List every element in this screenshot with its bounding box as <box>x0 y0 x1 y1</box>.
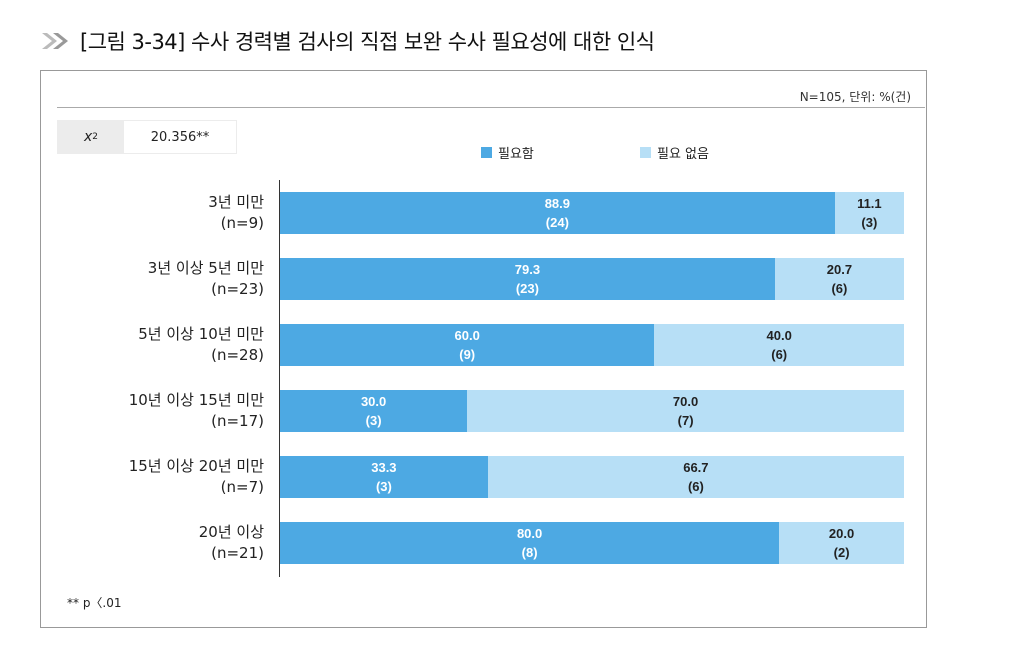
category-name: 20년 이상 <box>198 523 264 541</box>
legend-item-not-needed: 필요 없음 <box>640 143 709 162</box>
data-label-count: (9) <box>459 347 476 362</box>
figure-title-text: [그림 3-34] 수사 경력별 검사의 직접 보완 수사 필요성에 대한 인식 <box>80 30 655 54</box>
data-label-count: (6) <box>687 479 704 494</box>
data-label-count: (3) <box>375 479 392 494</box>
bar-needed: 60.0 (9) <box>280 324 655 366</box>
footnote: ** p〈.01 <box>67 596 122 610</box>
data-label-percent: 30.0 <box>360 394 387 409</box>
data-label-count: (23) <box>515 281 539 296</box>
category-label: 3년 이상 5년 미만 (n=23) <box>148 258 264 300</box>
figure-title: [그림 3-34] 수사 경력별 검사의 직접 보완 수사 필요성에 대한 인식 <box>40 26 655 56</box>
data-label-percent: 60.0 <box>454 328 480 343</box>
data-label-percent: 80.0 <box>516 526 543 541</box>
legend-item-needed: 필요함 <box>481 143 534 162</box>
data-label-percent: 20.7 <box>826 262 853 277</box>
unit-note: N=105, 단위: %(건) <box>799 90 911 104</box>
data-label-percent: 88.9 <box>544 196 571 211</box>
bar-not-needed: 20.7 (6) <box>774 258 904 300</box>
bar-not-needed: 20.0 (2) <box>779 522 904 564</box>
category-name: 15년 이상 20년 미만 <box>128 457 264 475</box>
category-n: (n=17) <box>211 412 264 430</box>
category-name: 10년 이상 15년 미만 <box>128 391 264 409</box>
chevron-double-icon <box>42 33 68 49</box>
bar-needed: 33.3 (3) <box>280 456 488 498</box>
legend-label: 필요함 <box>498 147 534 162</box>
bar-not-needed: 70.0 (7) <box>467 390 904 432</box>
data-label-percent: 33.3 <box>371 460 397 475</box>
data-label-percent: 20.0 <box>828 526 855 541</box>
bar-needed: 88.9 (24) <box>280 192 835 234</box>
category-name: 5년 이상 10년 미만 <box>138 325 264 343</box>
category-name: 3년 미만 <box>208 193 264 211</box>
bar-needed: 80.0 (8) <box>280 522 780 564</box>
bar-not-needed: 66.7 (6) <box>487 456 904 498</box>
chi-symbol: x <box>83 129 93 145</box>
bar-needed: 79.3 (23) <box>280 258 775 300</box>
y-axis-line <box>279 180 280 577</box>
category-n: (n=21) <box>211 544 264 562</box>
divider <box>57 107 925 108</box>
legend-swatch <box>640 147 651 158</box>
category-label: 3년 미만 (n=9) <box>208 192 264 234</box>
chart-frame <box>40 70 927 628</box>
data-label-percent: 66.7 <box>683 460 709 475</box>
category-label: 10년 이상 15년 미만 (n=17) <box>129 390 264 432</box>
bar-not-needed: 11.1 (3) <box>834 192 904 234</box>
bar-not-needed: 40.0 (6) <box>654 324 904 366</box>
category-n: (n=7) <box>220 478 264 496</box>
data-label-percent: 70.0 <box>672 394 699 409</box>
category-n: (n=23) <box>211 280 264 298</box>
data-label-count: (3) <box>365 413 382 428</box>
data-label-percent: 79.3 <box>514 262 541 277</box>
category-label: 20년 이상 (n=21) <box>199 522 264 564</box>
data-label-percent: 40.0 <box>766 328 792 343</box>
data-label-count: (2) <box>833 545 850 560</box>
data-label-count: (6) <box>831 281 848 296</box>
data-label-count: (7) <box>677 413 694 428</box>
category-name: 3년 이상 5년 미만 <box>147 259 264 277</box>
chi-sup: 2 <box>92 132 99 142</box>
data-label-percent: 11.1 <box>857 196 882 211</box>
legend-label: 필요 없음 <box>657 147 709 162</box>
bar-needed: 30.0 (3) <box>280 390 468 432</box>
data-label-count: (6) <box>771 347 788 362</box>
category-label: 5년 이상 10년 미만 (n=28) <box>138 324 264 366</box>
chi-square-value: 20.356** <box>150 129 210 145</box>
data-label-count: (8) <box>521 545 538 560</box>
category-n: (n=28) <box>211 346 264 364</box>
legend-swatch <box>481 147 492 158</box>
data-label-count: (3) <box>861 215 878 230</box>
data-label-count: (24) <box>545 215 569 230</box>
category-n: (n=9) <box>220 214 264 232</box>
category-label: 15년 이상 20년 미만 (n=7) <box>129 456 264 498</box>
